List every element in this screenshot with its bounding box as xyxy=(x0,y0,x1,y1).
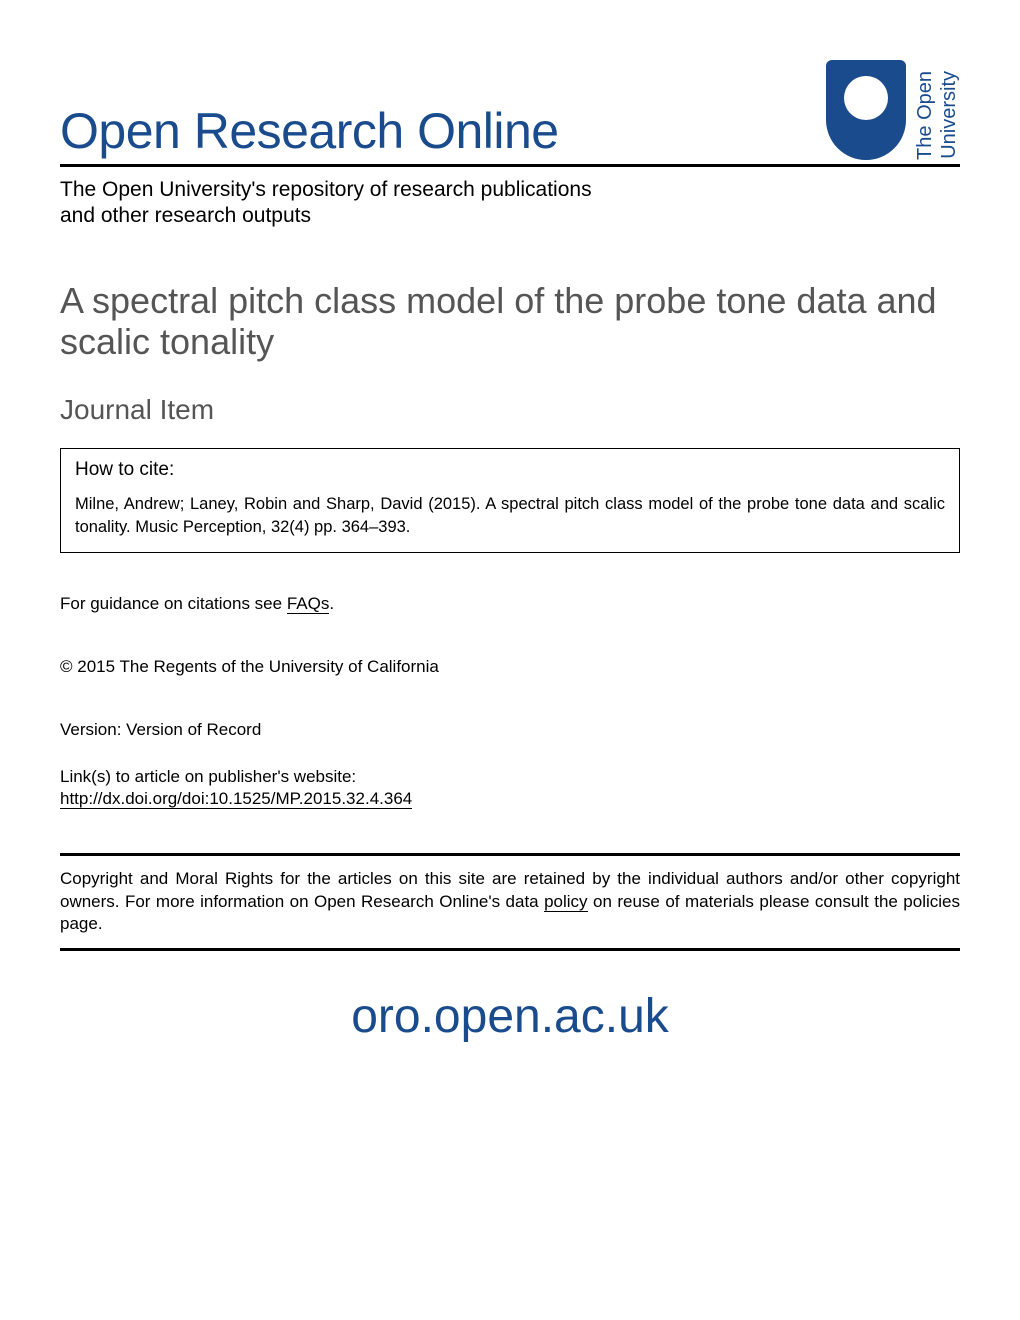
doi-link[interactable]: http://dx.doi.org/doi:10.1525/MP.2015.32… xyxy=(60,789,412,809)
faqs-link[interactable]: FAQs xyxy=(287,594,330,614)
version-line: Version: Version of Record xyxy=(60,719,960,742)
logo-text-1: The Open xyxy=(914,71,936,160)
repo-title: Open Research Online xyxy=(60,102,559,160)
copyright-line: © 2015 The Regents of the University of … xyxy=(60,656,960,679)
citation-box: How to cite: Milne, Andrew; Laney, Robin… xyxy=(60,448,960,553)
links-label: Link(s) to article on publisher's websit… xyxy=(60,766,960,789)
cite-text: Milne, Andrew; Laney, Robin and Sharp, D… xyxy=(75,493,945,538)
rights-block: Copyright and Moral Rights for the artic… xyxy=(60,853,960,952)
subtitle-2: and other research outputs xyxy=(60,204,311,227)
logo-text-2: University xyxy=(938,71,960,159)
shield-icon xyxy=(826,60,906,160)
guidance-prefix: For guidance on citations see xyxy=(60,594,287,613)
footer-url[interactable]: oro.open.ac.uk xyxy=(60,989,960,1044)
cite-label: How to cite: xyxy=(75,459,945,481)
item-type: Journal Item xyxy=(60,394,960,426)
header-rule xyxy=(60,164,960,167)
doi-line: http://dx.doi.org/doi:10.1525/MP.2015.32… xyxy=(60,789,960,809)
guidance-suffix: . xyxy=(329,594,334,613)
paper-title: A spectral pitch class model of the prob… xyxy=(60,280,960,363)
guidance-text: For guidance on citations see FAQs. xyxy=(60,593,960,616)
repo-subtitle: The Open University's repository of rese… xyxy=(60,177,960,230)
subtitle-1: The Open University's repository of rese… xyxy=(60,178,592,201)
policy-link[interactable]: policy xyxy=(544,892,587,912)
logo-text: The Open University xyxy=(914,71,960,160)
ou-logo: The Open University xyxy=(826,60,960,160)
